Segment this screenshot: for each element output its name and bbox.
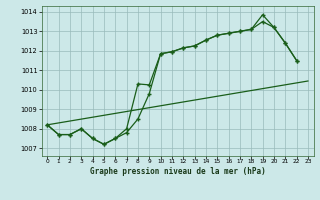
X-axis label: Graphe pression niveau de la mer (hPa): Graphe pression niveau de la mer (hPa) — [90, 167, 266, 176]
